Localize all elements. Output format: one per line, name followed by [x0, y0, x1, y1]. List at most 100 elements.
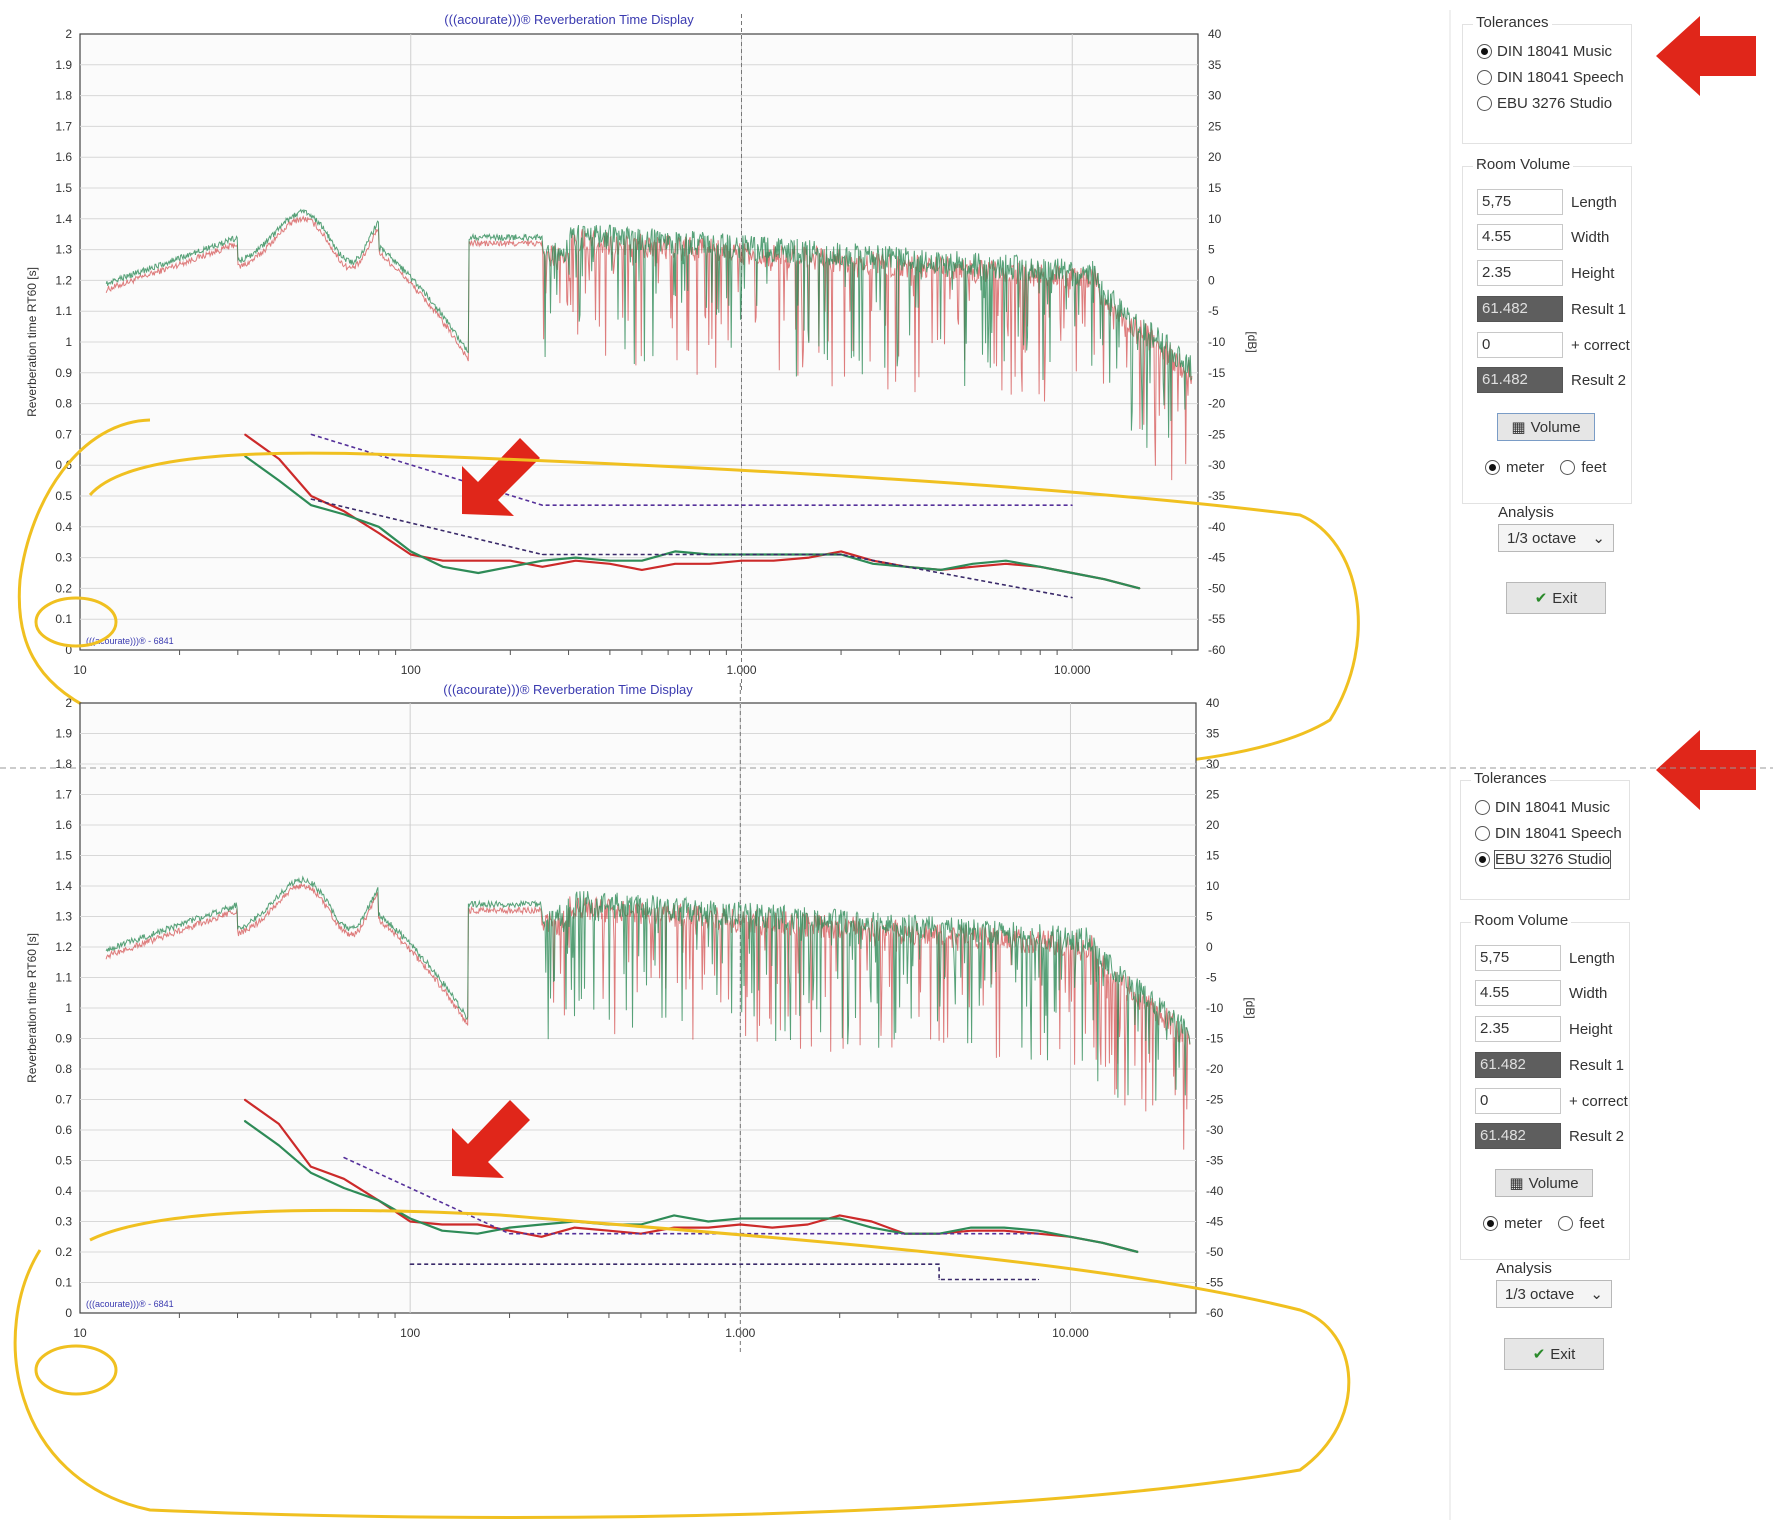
data-point	[409, 1263, 411, 1265]
data-point	[1003, 1230, 1005, 1232]
correct-input[interactable]: 0	[1477, 332, 1563, 358]
data-point	[771, 1217, 773, 1220]
result2-output: 61.482	[1475, 1123, 1561, 1149]
data-point	[278, 1123, 280, 1125]
tolerance-label: EBU 3276 Studio	[1493, 850, 1612, 869]
y2-tick-label: -60	[1208, 643, 1226, 657]
tolerance-option-din-speech[interactable]: DIN 18041 Speech	[1475, 825, 1622, 842]
room-volume-title: Room Volume	[1473, 156, 1574, 173]
y2-tick-label: -20	[1206, 1062, 1224, 1076]
y-tick-label: 0.5	[55, 489, 72, 503]
rt60-curve	[243, 1119, 1139, 1254]
data-point	[807, 1217, 809, 1220]
height-row: 2.35 Height	[1475, 1016, 1612, 1042]
data-point	[442, 566, 444, 568]
y2-tick-label: -50	[1206, 1245, 1224, 1259]
length-input[interactable]: 5,75	[1477, 189, 1563, 215]
y2-tick-label: -25	[1208, 427, 1226, 441]
tolerance-option-ebu-studio[interactable]: EBU 3276 Studio	[1477, 95, 1612, 112]
data-point	[310, 1172, 312, 1174]
highlight-outline	[17, 418, 1360, 773]
tolerance-option-din-speech[interactable]: DIN 18041 Speech	[1477, 69, 1624, 86]
y-tick-label: 0.2	[55, 581, 72, 595]
y2-tick-label: 10	[1208, 212, 1222, 226]
tolerance-label: DIN 18041 Speech	[1497, 69, 1624, 86]
data-point	[441, 1230, 443, 1232]
radio-icon[interactable]	[1483, 1216, 1498, 1231]
y2-axis-label: [dB]	[1243, 997, 1257, 1018]
frequency-response-trace	[105, 215, 1193, 481]
y2-tick-label: -55	[1206, 1276, 1224, 1290]
y-tick-label: 0	[65, 643, 72, 657]
data-point	[839, 1217, 841, 1220]
data-point	[1071, 597, 1073, 599]
rt60-curve	[244, 455, 1141, 590]
height-input[interactable]: 2.35	[1477, 260, 1563, 286]
data-point	[343, 513, 345, 516]
y-tick-label: 0.3	[55, 551, 72, 565]
volume-button-label: Volume	[1530, 418, 1581, 436]
data-point	[541, 566, 544, 568]
y-tick-label: 0.8	[55, 397, 72, 411]
radio-icon[interactable]	[1477, 44, 1492, 59]
y2-tick-label: 10	[1206, 879, 1220, 893]
data-point	[1037, 1278, 1040, 1281]
data-point	[1039, 566, 1041, 568]
x-tick-label: 10.000	[1054, 663, 1091, 677]
exit-button[interactable]: ✔ Exit	[1504, 1338, 1604, 1370]
red-arrow-icon	[1656, 16, 1756, 96]
analysis-select[interactable]: 1/3 octave ⌄	[1496, 1280, 1612, 1308]
data-point	[808, 557, 810, 559]
check-icon: ✔	[1532, 1346, 1546, 1363]
analysis-value: 1/3 octave	[1507, 529, 1577, 547]
radio-icon[interactable]	[1475, 800, 1490, 815]
tolerance-line	[311, 498, 1073, 599]
radio-icon[interactable]	[1477, 96, 1492, 111]
y-tick-label: 2	[65, 27, 72, 41]
y-tick-label: 1.6	[55, 818, 72, 832]
y2-tick-label: 40	[1208, 27, 1222, 41]
width-label: Width	[1569, 984, 1608, 1002]
exit-button[interactable]: ✔ Exit	[1506, 582, 1606, 614]
data-point	[708, 563, 711, 565]
tolerance-label: DIN 18041 Music	[1497, 43, 1613, 60]
result1-row: 61.482 Result 1	[1477, 296, 1626, 322]
length-row: 5,75 Length	[1477, 189, 1617, 215]
correct-label: + correct	[1569, 1092, 1628, 1110]
chevron-down-icon: ⌄	[1590, 1286, 1603, 1303]
data-point	[871, 1227, 873, 1229]
data-point	[940, 569, 942, 571]
tolerance-option-din-music[interactable]: DIN 18041 Music	[1475, 799, 1610, 816]
unit-label-meter: meter	[1506, 459, 1545, 476]
data-point	[640, 1223, 642, 1226]
analysis-select[interactable]: 1/3 octave ⌄	[1498, 524, 1614, 552]
radio-icon[interactable]	[1558, 1216, 1574, 1231]
tolerance-option-ebu-studio[interactable]: EBU 3276 Studio	[1475, 850, 1612, 869]
width-input[interactable]: 4.55	[1477, 224, 1563, 250]
y-tick-label: 0.4	[55, 520, 72, 534]
height-input[interactable]: 2.35	[1475, 1016, 1561, 1042]
data-point	[310, 498, 312, 500]
y-tick-label: 1.7	[55, 788, 72, 802]
volume-button[interactable]: ▦ Volume	[1497, 413, 1595, 441]
tolerance-option-din-music[interactable]: DIN 18041 Music	[1477, 43, 1612, 60]
width-input[interactable]: 4.55	[1475, 980, 1561, 1006]
radio-icon[interactable]	[1475, 826, 1490, 841]
y-tick-label: 0.1	[55, 1276, 72, 1290]
length-input[interactable]: 5,75	[1475, 945, 1561, 971]
radio-icon[interactable]	[1560, 460, 1576, 475]
radio-icon[interactable]	[1475, 852, 1490, 867]
y-tick-label: 0.1	[55, 612, 72, 626]
y2-tick-label: -10	[1208, 335, 1226, 349]
radio-icon[interactable]	[1485, 460, 1500, 475]
result1-output: 61.482	[1475, 1052, 1561, 1078]
volume-button[interactable]: ▦ Volume	[1495, 1169, 1593, 1197]
length-label: Length	[1569, 949, 1615, 967]
y2-tick-label: -45	[1206, 1215, 1224, 1229]
correct-input[interactable]: 0	[1475, 1088, 1561, 1114]
data-point	[872, 563, 874, 565]
frequency-response-trace	[105, 882, 1191, 1150]
radio-icon[interactable]	[1477, 70, 1492, 85]
height-row: 2.35 Height	[1477, 260, 1614, 286]
